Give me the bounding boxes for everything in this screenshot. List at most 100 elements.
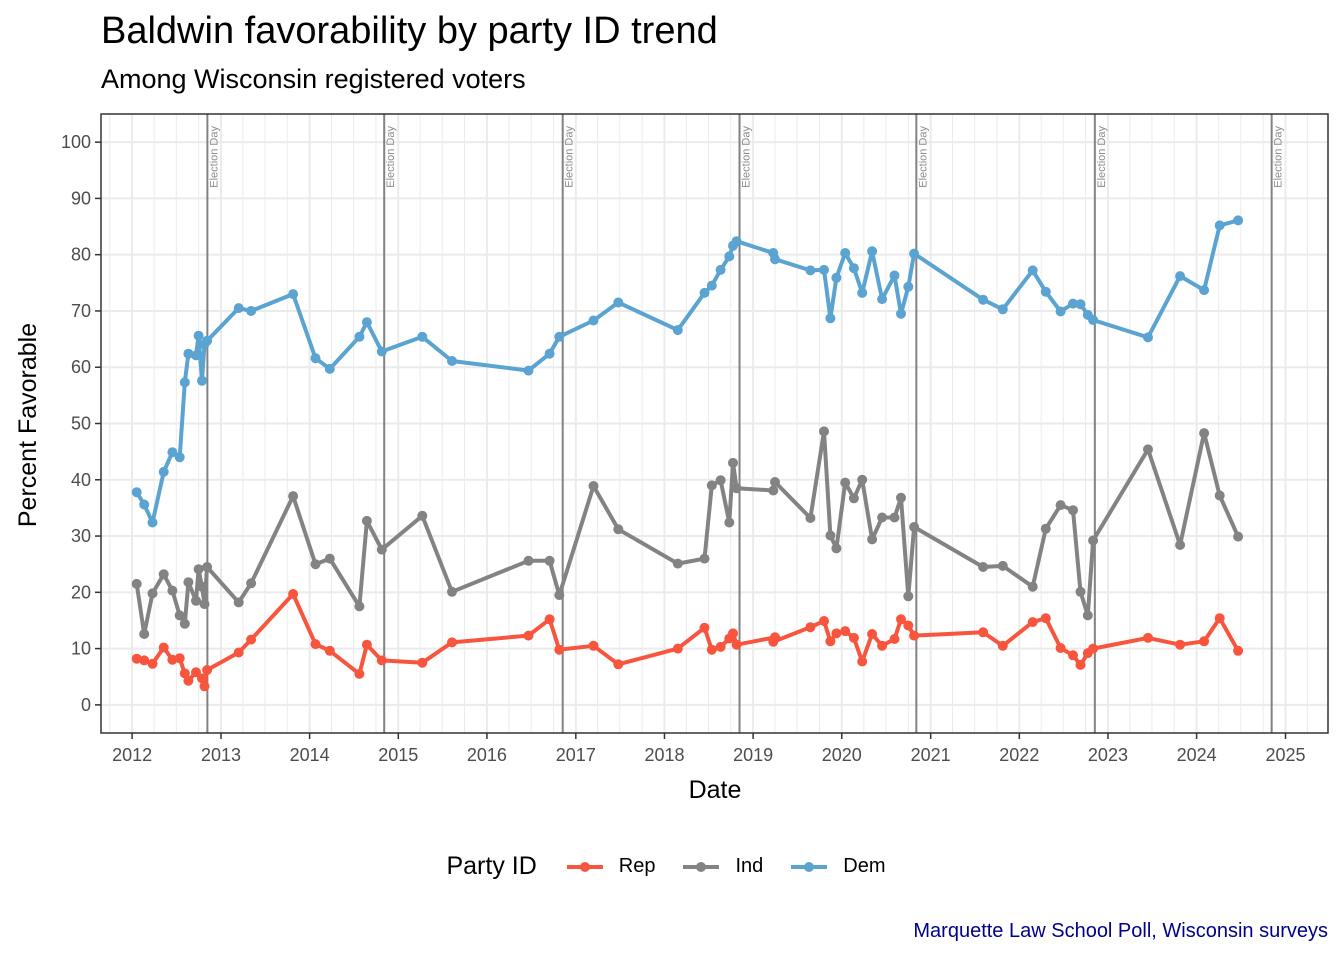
data-point-rep (544, 614, 555, 625)
data-point-ind (728, 457, 738, 468)
data-point-ind (903, 591, 914, 602)
data-point-ind (447, 586, 457, 597)
data-point-rep (1068, 650, 1078, 661)
data-point-rep (199, 681, 210, 692)
election-day-label: Election Day (385, 126, 397, 188)
data-point-ind (1040, 523, 1051, 534)
data-point-ind (174, 610, 185, 621)
data-point-dem (197, 375, 207, 386)
axes: 0 10 20 30 40 50 60 70 80 90 100 2012 2013 2014 2015 20… (61, 113, 1329, 765)
data-point-rep (158, 642, 169, 653)
data-point-dem (867, 246, 878, 257)
data-point-rep (191, 667, 201, 678)
data-point-dem (174, 452, 185, 463)
data-point-ind (361, 515, 372, 526)
data-point-ind (1233, 531, 1244, 542)
data-point-dem (805, 265, 816, 276)
data-point-ind (1075, 586, 1086, 597)
election-day-label: Election Day (1096, 126, 1108, 188)
data-point-ind (139, 629, 150, 639)
legend-title: Party ID (446, 852, 537, 880)
data-point-ind (1143, 444, 1153, 455)
data-point-ind (199, 599, 210, 610)
data-point-ind (233, 597, 244, 608)
data-point-dem (909, 248, 920, 259)
data-point-rep (354, 668, 365, 679)
data-point-dem (183, 348, 194, 359)
data-point-dem (193, 330, 204, 341)
data-point-rep (376, 655, 387, 666)
data-point-dem (819, 264, 829, 275)
data-point-dem (613, 297, 624, 308)
data-point-rep (903, 620, 914, 631)
x-tick-label: 2015 (378, 745, 418, 765)
data-point-ind (896, 492, 906, 503)
y-tick-label: 20 (71, 582, 91, 602)
data-point-dem (831, 272, 842, 283)
data-point-ind (867, 534, 878, 545)
legend-item-dem: Dem (787, 855, 886, 878)
data-point-ind (699, 553, 710, 564)
data-point-dem (896, 308, 906, 319)
data-point-rep (1075, 659, 1086, 670)
data-point-ind (324, 553, 335, 564)
data-point-rep (867, 629, 878, 639)
data-point-rep (613, 659, 624, 670)
data-point-dem (903, 281, 914, 292)
x-tick-label: 2024 (1177, 745, 1217, 765)
data-point-rep (361, 639, 372, 650)
x-tick-label: 2019 (733, 745, 773, 765)
data-point-rep (174, 653, 185, 664)
y-tick-label: 50 (71, 414, 91, 434)
data-point-dem (1143, 332, 1153, 343)
data-point-rep (246, 634, 257, 645)
data-point-dem (877, 294, 888, 305)
data-point-rep (197, 673, 207, 684)
x-axis-title: Date (689, 776, 742, 804)
y-tick-label: 90 (71, 188, 91, 208)
data-point-rep (1143, 632, 1153, 643)
series-line-dem (134, 218, 1241, 525)
data-point-ind (889, 512, 900, 523)
data-point-dem (848, 263, 859, 274)
legend-item-rep: Rep (563, 855, 655, 878)
data-point-ind (1175, 540, 1186, 550)
data-point-ind (202, 562, 213, 572)
chart-svg: Election Day Election Day Election Day Elec… (14, 113, 1329, 804)
data-point-ind (715, 475, 726, 486)
data-point-rep (183, 675, 194, 686)
data-point-ind (770, 477, 780, 487)
data-point-ind (197, 581, 207, 592)
data-point-dem (376, 346, 387, 357)
data-point-rep (896, 614, 906, 625)
source-caption: Marquette Law School Poll, Wisconsin sur… (913, 920, 1328, 942)
data-point-dem (179, 377, 190, 388)
legend-item-ind: Ind (679, 855, 763, 878)
series-dem (131, 215, 1244, 528)
data-point-dem (324, 363, 335, 374)
series-line-ind (134, 429, 1241, 636)
legend-key-ind (683, 861, 720, 872)
data-point-ind (978, 562, 989, 572)
data-point-dem (361, 317, 372, 328)
data-point-rep (233, 647, 244, 658)
data-point-dem (857, 287, 868, 298)
data-point-rep (1214, 613, 1225, 624)
legend-items: Rep Ind Dem (551, 855, 898, 878)
data-point-dem (840, 248, 851, 258)
data-point-dem (288, 289, 299, 300)
data-point-ind (731, 483, 742, 494)
data-point-rep (288, 589, 299, 599)
data-point-rep (131, 653, 142, 664)
data-point-dem (997, 304, 1008, 315)
data-point-rep (1055, 643, 1066, 653)
data-point-rep (447, 637, 457, 648)
data-point-dem (731, 236, 742, 247)
data-point-ind (191, 595, 201, 606)
x-tick-label: 2022 (999, 745, 1039, 765)
election-day-label: Election Day (917, 126, 929, 188)
data-point-ind (848, 493, 859, 504)
data-point-dem (1075, 299, 1086, 310)
legend-label-dem: Dem (843, 855, 886, 877)
x-tick-label: 2020 (822, 745, 862, 765)
